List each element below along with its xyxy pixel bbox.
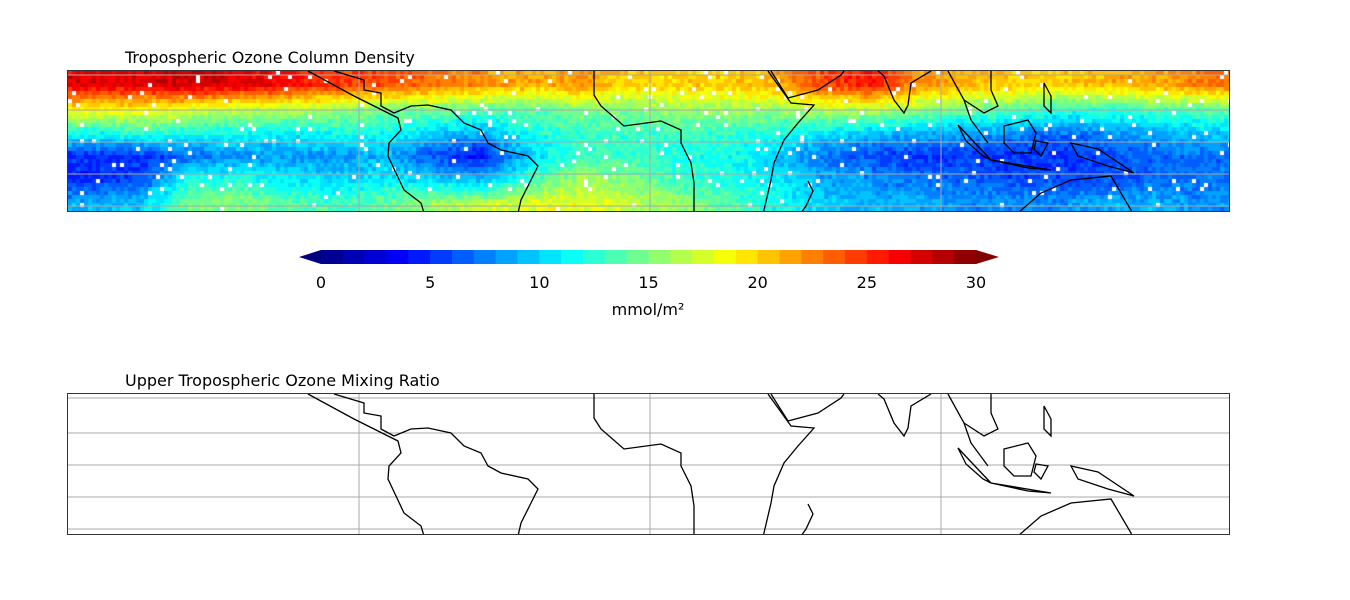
colorbar-bin: [845, 250, 868, 264]
coastline: [1033, 140, 1050, 158]
colorbar-bin: [517, 250, 540, 264]
colorbar-bin: [473, 250, 497, 264]
colorbar-bin: [866, 250, 890, 264]
coastline: [1003, 119, 1037, 154]
map-title-column-density: Tropospheric Ozone Column Density: [125, 48, 415, 67]
ozone-column-density-map: [67, 70, 1230, 212]
coastline: [1033, 463, 1050, 481]
coastline: [333, 71, 539, 211]
colorbar-bin: [364, 250, 388, 264]
coastline: [1043, 82, 1052, 115]
coastline: [990, 482, 1052, 494]
coastline: [957, 124, 992, 161]
coastline: [1003, 442, 1037, 477]
coastline: [770, 71, 845, 99]
colorbar-tick-label: 15: [638, 273, 659, 292]
coastline: [947, 394, 989, 467]
colorbar-tick-label: 10: [529, 273, 550, 292]
colorbar-bin: [888, 250, 912, 264]
coastline: [801, 180, 814, 211]
colorbar-bin: [692, 250, 715, 264]
colorbar-bin: [648, 250, 671, 264]
colorbar-tick-label: 25: [856, 273, 878, 292]
coastline: [1069, 465, 1135, 497]
colorbar-tick-label: 20: [747, 273, 768, 292]
colorbar-bin: [604, 250, 628, 264]
colorbar-bin: [735, 250, 759, 264]
coastlines-gridlines: [68, 71, 1229, 211]
colorbar-bin: [452, 250, 475, 264]
coastline: [801, 503, 814, 534]
colorbar-bin: [954, 250, 977, 264]
coastline: [877, 71, 932, 115]
colorbar-bin: [910, 250, 933, 264]
colorbar-tick-label: 5: [425, 273, 436, 292]
coastline: [947, 71, 989, 144]
coastline: [957, 447, 992, 484]
colorbar-bin: [321, 250, 344, 264]
colorbar-bin: [539, 250, 562, 264]
colorbar: [299, 249, 999, 265]
colorbar-bin: [495, 250, 519, 264]
colorbar-bin: [386, 250, 409, 264]
coastline: [877, 394, 932, 438]
colorbar-bin: [408, 250, 431, 264]
colorbar-bin: [779, 250, 802, 264]
colorbar-tick-label: 30: [965, 273, 987, 292]
coastline: [1019, 175, 1133, 211]
coastline: [307, 394, 425, 534]
coastline: [963, 71, 999, 114]
coastline: [1043, 405, 1052, 438]
colorbar-bin: [342, 250, 366, 264]
coastline: [333, 394, 539, 534]
coastline: [963, 394, 999, 437]
map-title-mixing-ratio: Upper Tropospheric Ozone Mixing Ratio: [125, 371, 440, 390]
colorbar-bin: [583, 250, 606, 264]
coastlines-gridlines: [68, 394, 1229, 534]
ozone-mixing-ratio-map: [67, 393, 1230, 535]
colorbar-bin: [430, 250, 453, 264]
coastline: [990, 159, 1052, 171]
coastline: [1069, 142, 1135, 174]
colorbar-bin: [670, 250, 693, 264]
colorbar-bin: [801, 250, 824, 264]
colorbar-bin: [626, 250, 650, 264]
colorbar-bin: [823, 250, 846, 264]
coastline: [1019, 498, 1133, 534]
colorbar-extend-min: [299, 250, 321, 264]
colorbar-bin: [932, 250, 955, 264]
coastline: [762, 394, 816, 534]
coastline: [593, 71, 695, 211]
colorbar-bin: [561, 250, 584, 264]
coastline: [593, 394, 695, 534]
colorbar-extend-max: [976, 250, 999, 264]
colorbar-bin: [757, 250, 781, 264]
coastline: [307, 71, 425, 211]
colorbar-bin: [714, 250, 737, 264]
colorbar-tick-label: 0: [315, 273, 327, 292]
coastline: [770, 394, 845, 422]
coastline: [762, 71, 816, 211]
colorbar-label: mmol/m²: [611, 300, 685, 319]
